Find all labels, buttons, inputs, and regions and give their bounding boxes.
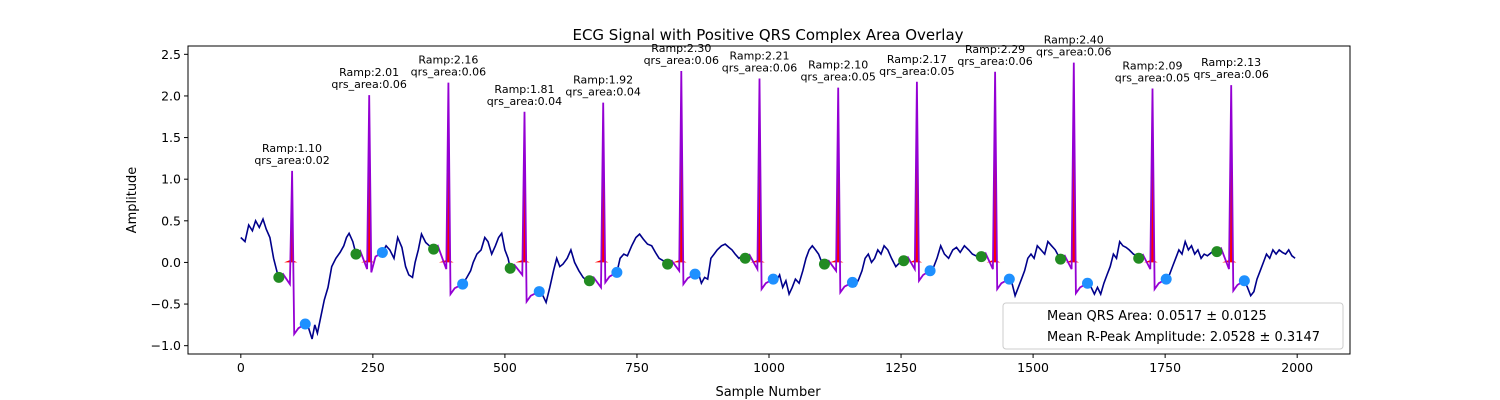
qrs-offset-marker xyxy=(924,265,936,277)
ecg-signal-segment xyxy=(616,232,669,273)
chart-title: ECG Signal with Positive QRS Complex Are… xyxy=(572,26,963,44)
x-tick-label: 1000 xyxy=(753,360,785,375)
x-tick-label: 1250 xyxy=(885,360,917,375)
r-peak-amplitude-label: Ramp:2.17 xyxy=(887,53,947,66)
r-peak-amplitude-label: Ramp:2.40 xyxy=(1044,34,1104,47)
y-tick-label: 0.5 xyxy=(161,213,181,228)
x-tick-label: 0 xyxy=(237,360,245,375)
qrs-onset-marker xyxy=(583,275,595,287)
ecg-signal-segment xyxy=(304,231,357,340)
x-tick-label: 1500 xyxy=(1017,360,1049,375)
y-tick-label: 1.0 xyxy=(161,172,181,187)
qrs-offset-marker xyxy=(1160,273,1172,285)
ecg-signal-segment xyxy=(772,244,825,297)
r-peak-amplitude-label: Ramp:1.92 xyxy=(573,74,633,87)
y-tick-label: −1.0 xyxy=(151,338,181,353)
r-peak-amplitude-label: Ramp:2.30 xyxy=(651,42,711,55)
qrs-onset-marker xyxy=(662,258,674,270)
r-peak-amplitude-label: Ramp:2.21 xyxy=(729,49,789,62)
ecg-signal-segment xyxy=(929,243,982,272)
qrs-offset-marker xyxy=(767,273,779,285)
qrs-onset-marker xyxy=(350,248,362,260)
x-tick-label: 500 xyxy=(493,360,517,375)
ecg-signal-segment xyxy=(240,216,280,278)
y-tick-label: 2.0 xyxy=(161,88,181,103)
legend-entry-qrs-area: Mean QRS Area: 0.0517 ± 0.0125 xyxy=(1047,309,1267,324)
axes-ticks: 0 250 500 750 1000 1250 1500 1750 2000 −1.0 −0.5 0.… xyxy=(151,47,1313,375)
qrs-area-label: qrs_area:0.06 xyxy=(411,66,486,79)
r-peak-amplitude-label: Ramp:2.10 xyxy=(808,59,868,72)
r-peak-amplitude-label: Ramp:2.09 xyxy=(1122,59,1182,72)
ecg-signal-segment xyxy=(1086,239,1140,297)
qrs-area-label: qrs_area:0.05 xyxy=(879,65,954,78)
qrs-onset-marker xyxy=(739,252,751,264)
r-peak-amplitude-label: Ramp:2.16 xyxy=(418,54,478,67)
qrs-offset-marker xyxy=(1081,277,1093,289)
r-peak-amplitude-label: Ramp:2.13 xyxy=(1201,56,1261,69)
ecg-signal-segment xyxy=(1165,238,1218,280)
x-tick-label: 2000 xyxy=(1281,360,1313,375)
qrs-complex-line xyxy=(509,111,540,305)
y-tick-label: 1.5 xyxy=(161,130,181,145)
qrs-area-label: qrs_area:0.06 xyxy=(722,61,797,74)
qrs-offset-marker xyxy=(1238,275,1250,287)
r-peak-amplitude-label: Ramp:1.81 xyxy=(494,83,554,96)
x-tick-label: 250 xyxy=(361,360,385,375)
r-peak-amplitude-label: Ramp:2.01 xyxy=(339,66,399,79)
y-tick-label: −0.5 xyxy=(151,297,181,312)
qrs-offset-marker xyxy=(533,286,545,298)
qrs-area-label: qrs_area:0.05 xyxy=(800,71,875,84)
r-peak-amplitude-label: Ramp:1.10 xyxy=(262,142,322,155)
qrs-onset-marker xyxy=(504,262,516,274)
qrs-offset-marker xyxy=(846,276,858,288)
qrs-offset-marker xyxy=(457,278,469,290)
ecg-signal-segment xyxy=(538,247,590,305)
qrs-onset-marker xyxy=(898,255,910,267)
qrs-offset-marker xyxy=(299,318,311,330)
x-tick-label: 1750 xyxy=(1149,360,1181,375)
plot-area: Ramp:1.10qrs_area:0.02Ramp:2.01qrs_area:… xyxy=(240,34,1296,340)
ecg-signal-segment xyxy=(1008,239,1062,299)
qrs-offset-marker xyxy=(689,268,701,280)
qrs-onset-marker xyxy=(975,251,987,263)
qrs-onset-marker xyxy=(1211,246,1223,258)
qrs-offset-marker xyxy=(611,266,623,278)
qrs-onset-marker xyxy=(1133,252,1145,264)
ecg-signal-segment xyxy=(694,243,746,286)
y-tick-label: 0.0 xyxy=(161,255,181,270)
ecg-signal-segment xyxy=(462,231,511,285)
qrs-area-label: qrs_area:0.02 xyxy=(254,154,329,167)
qrs-offset-marker xyxy=(1003,273,1015,285)
qrs-onset-marker xyxy=(273,271,285,283)
qrs-area-label: qrs_area:0.04 xyxy=(565,86,640,99)
qrs-area-label: qrs_area:0.06 xyxy=(1193,68,1268,81)
y-axis-label: Amplitude xyxy=(125,167,140,234)
ecg-signal-segment xyxy=(381,231,435,279)
qrs-onset-marker xyxy=(818,258,830,270)
legend-box xyxy=(1002,302,1344,350)
qrs-area-label: qrs_area:0.05 xyxy=(1115,71,1190,84)
qrs-area-label: qrs_area:0.06 xyxy=(644,54,719,67)
qrs-area-label: qrs_area:0.06 xyxy=(1036,46,1111,59)
qrs-onset-marker xyxy=(428,243,440,255)
qrs-offset-marker xyxy=(376,246,388,258)
qrs-area-label: qrs_area:0.04 xyxy=(487,95,562,108)
ecg-signal-segment xyxy=(1243,248,1296,298)
x-tick-label: 750 xyxy=(625,360,649,375)
qrs-onset-marker xyxy=(1055,253,1067,265)
x-axis-label: Sample Number xyxy=(715,385,821,400)
legend: Mean QRS Area: 0.0517 ± 0.0125 Mean R-Pe… xyxy=(1002,302,1344,350)
y-tick-label: 2.5 xyxy=(161,47,181,62)
legend-entry-r-peak-amplitude: Mean R-Peak Amplitude: 2.0528 ± 0.3147 xyxy=(1047,330,1320,345)
qrs-area-label: qrs_area:0.06 xyxy=(957,55,1032,68)
ecg-signal-segment xyxy=(851,244,905,288)
qrs-area-label: qrs_area:0.06 xyxy=(331,78,406,91)
